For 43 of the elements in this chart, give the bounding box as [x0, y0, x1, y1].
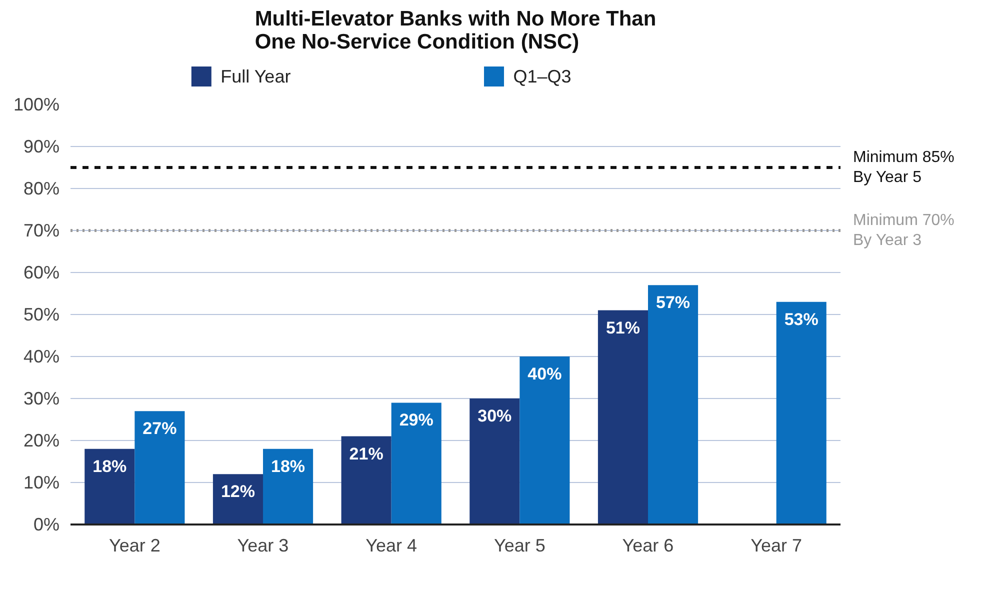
ref-line-label: Minimum 70% By Year 3 — [853, 212, 954, 250]
data-label: 57% — [656, 293, 690, 312]
legend-label: Q1–Q3 — [513, 66, 572, 86]
y-tick-label: 90% — [23, 136, 60, 156]
data-label: 40% — [528, 364, 562, 384]
data-label: 21% — [349, 444, 384, 464]
y-tick-label: 80% — [23, 178, 60, 198]
x-tick-label: Year 7 — [750, 536, 802, 556]
bar — [776, 302, 826, 524]
x-tick-label: Year 4 — [366, 536, 418, 556]
x-tick-label: Year 5 — [494, 536, 546, 556]
data-label: 51% — [606, 318, 640, 338]
x-tick-label: Year 6 — [622, 536, 674, 556]
y-tick-label: 40% — [23, 346, 60, 366]
bar — [598, 310, 648, 524]
y-tick-label: 60% — [23, 262, 60, 282]
chart-title: Multi-Elevator Banks with No More Than One No-Service Condition (NSC) — [254, 8, 656, 54]
ref-line-label: Minimum 85% By Year 5 — [853, 148, 954, 186]
y-tick-label: 50% — [23, 304, 60, 324]
data-label: 18% — [271, 456, 306, 476]
x-tick-label: Year 3 — [237, 536, 289, 556]
y-tick-label: 20% — [23, 430, 60, 450]
bar — [263, 448, 314, 524]
bar — [341, 436, 392, 524]
data-label: 30% — [478, 406, 512, 426]
bar — [391, 402, 442, 524]
bar — [520, 356, 570, 524]
y-tick-label: 10% — [23, 472, 60, 492]
legend-label: Full Year — [220, 66, 291, 86]
x-tick-label: Year 2 — [108, 536, 160, 556]
data-label: 29% — [399, 410, 434, 430]
data-label: 27% — [142, 419, 177, 438]
bar — [84, 448, 135, 524]
data-label: 12% — [220, 482, 255, 502]
data-label: 53% — [784, 310, 818, 329]
bar — [470, 398, 520, 524]
data-label: 18% — [92, 456, 127, 476]
y-tick-label: 100% — [13, 94, 60, 114]
y-tick-label: 30% — [23, 388, 60, 408]
y-tick-label: 0% — [33, 514, 60, 534]
y-tick-label: 70% — [23, 220, 60, 240]
bar — [648, 285, 698, 524]
bar — [134, 411, 185, 524]
